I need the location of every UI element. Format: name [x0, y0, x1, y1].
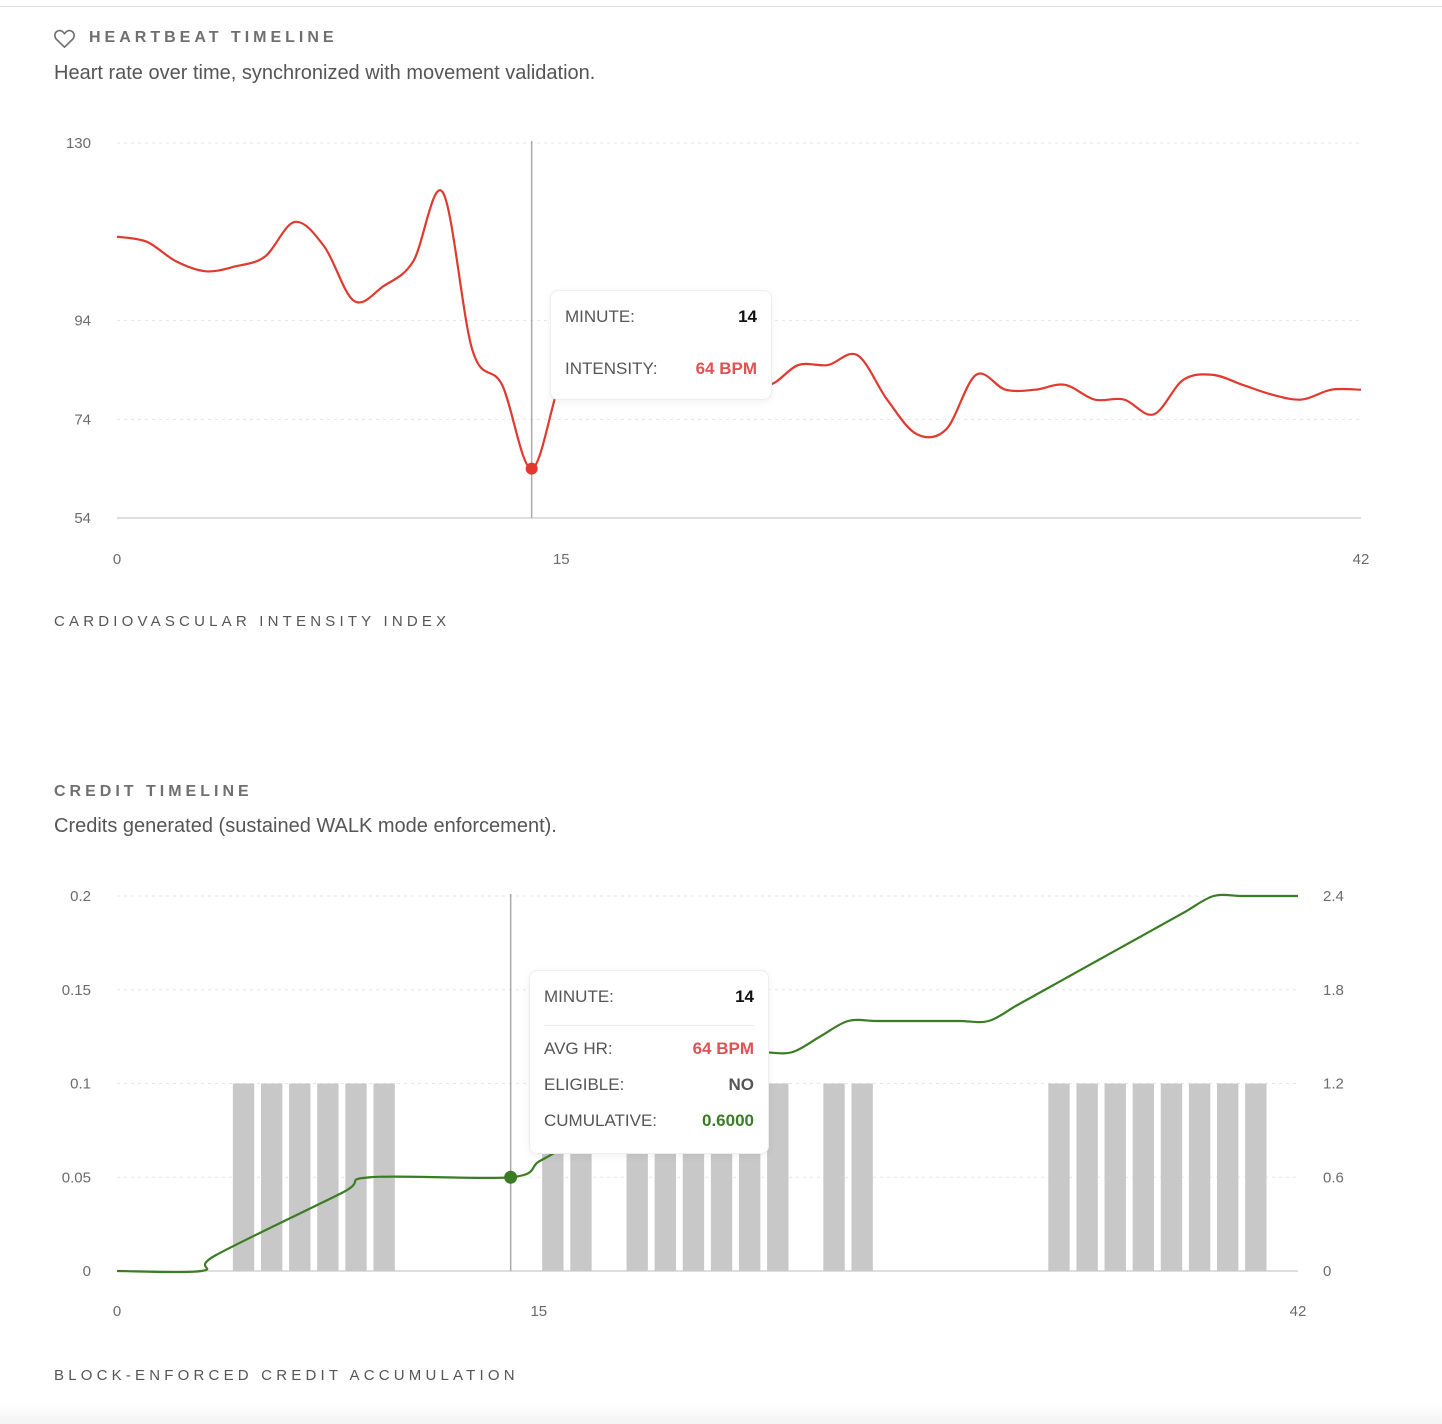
y-tick-label: 0.15 [62, 982, 91, 999]
active-point [504, 1170, 518, 1184]
x-tick-label: 0 [113, 1303, 121, 1320]
y2-tick-label: 2.4 [1323, 888, 1344, 905]
y-tick-label: 130 [66, 135, 91, 152]
tooltip-cumulative-label: CUMULATIVE: [544, 1111, 658, 1130]
tooltip-cumulative-value: 0.6000 [702, 1111, 754, 1130]
y-tick-label: 0 [83, 1263, 91, 1280]
credit-bar [345, 1083, 367, 1271]
credit-title: CREDIT TIMELINE [54, 783, 253, 800]
x-tick-label: 42 [1290, 1303, 1307, 1320]
bottom-edge [0, 1404, 1442, 1424]
y-tick-label: 54 [74, 510, 91, 527]
credit-bar [767, 1083, 789, 1271]
x-tick-label: 42 [1353, 551, 1370, 568]
heartbeat-subtitle: Heart rate over time, synchronized with … [54, 62, 596, 84]
y2-tick-label: 1.8 [1323, 982, 1344, 999]
tooltip-minute-label: MINUTE: [565, 307, 635, 326]
tooltip-intensity-value: 64 BPM [695, 359, 757, 378]
credit-bar [317, 1083, 339, 1271]
credit-bar [1076, 1083, 1098, 1271]
y-tick-label: 94 [74, 313, 91, 330]
heartbeat-title: HEARTBEAT TIMELINE [89, 29, 338, 46]
tooltip-separator [544, 1025, 754, 1026]
heartbeat-tooltip: MINUTE: 14 INTENSITY: 64 BPM [550, 290, 772, 400]
tooltip-avg-hr-value: 64 BPM [692, 1039, 754, 1058]
tooltip-minute-value: 14 [738, 307, 757, 326]
y-tick-label: 0.2 [70, 888, 91, 905]
tooltip-minute-value: 14 [735, 987, 754, 1006]
active-point [525, 462, 538, 475]
credit-bar [289, 1083, 311, 1271]
credit-bar [1217, 1083, 1239, 1271]
tooltip-eligible-value: NO [728, 1075, 755, 1094]
credit-bar [1245, 1083, 1267, 1271]
heartbeat-footer: CARDIOVASCULAR INTENSITY INDEX [54, 613, 451, 630]
credit-bar [823, 1083, 845, 1271]
y2-tick-label: 0.6 [1323, 1169, 1344, 1186]
credit-bar [1188, 1083, 1211, 1271]
heart-icon [54, 29, 75, 48]
credit-tooltip: MINUTE: 14 AVG HR: 64 BPM ELIGIBLE: NO C… [529, 970, 769, 1154]
credit-bar [1160, 1083, 1183, 1271]
y-tick-label: 0.1 [70, 1076, 91, 1093]
cumulative-credit-line [116, 893, 1298, 1274]
credit-bar [1104, 1083, 1126, 1271]
credit-bar [851, 1083, 873, 1271]
tooltip-eligible-label: ELIGIBLE: [544, 1075, 625, 1094]
x-tick-label: 15 [530, 1303, 547, 1320]
credit-footer: BLOCK-ENFORCED CREDIT ACCUMULATION [54, 1367, 519, 1384]
credit-bar [260, 1083, 283, 1271]
credit-subtitle: Credits generated (sustained WALK mode e… [54, 815, 557, 837]
x-tick-label: 0 [113, 551, 121, 568]
y2-tick-label: 1.2 [1323, 1076, 1344, 1093]
tooltip-intensity-label: INTENSITY: [565, 359, 658, 378]
heartbeat-chart[interactable]: 54 74 94 130 0 15 42 [0, 0, 1442, 600]
credit-bar [1132, 1083, 1155, 1271]
credit-bar [1048, 1083, 1070, 1271]
y-tick-label: 74 [74, 411, 91, 428]
tooltip-minute-label: MINUTE: [544, 987, 614, 1006]
tooltip-avg-hr-label: AVG HR: [544, 1039, 613, 1058]
credit-bar [232, 1083, 255, 1271]
top-divider [0, 6, 1442, 7]
x-tick-label: 15 [553, 551, 570, 568]
credit-chart[interactable]: 0 0.05 0.1 0.15 0.2 0 0.6 1.2 1.8 2.4 0 15 42 [0, 0, 1442, 1360]
y2-tick-label: 0 [1323, 1263, 1331, 1280]
y-tick-label: 0.05 [62, 1169, 91, 1186]
